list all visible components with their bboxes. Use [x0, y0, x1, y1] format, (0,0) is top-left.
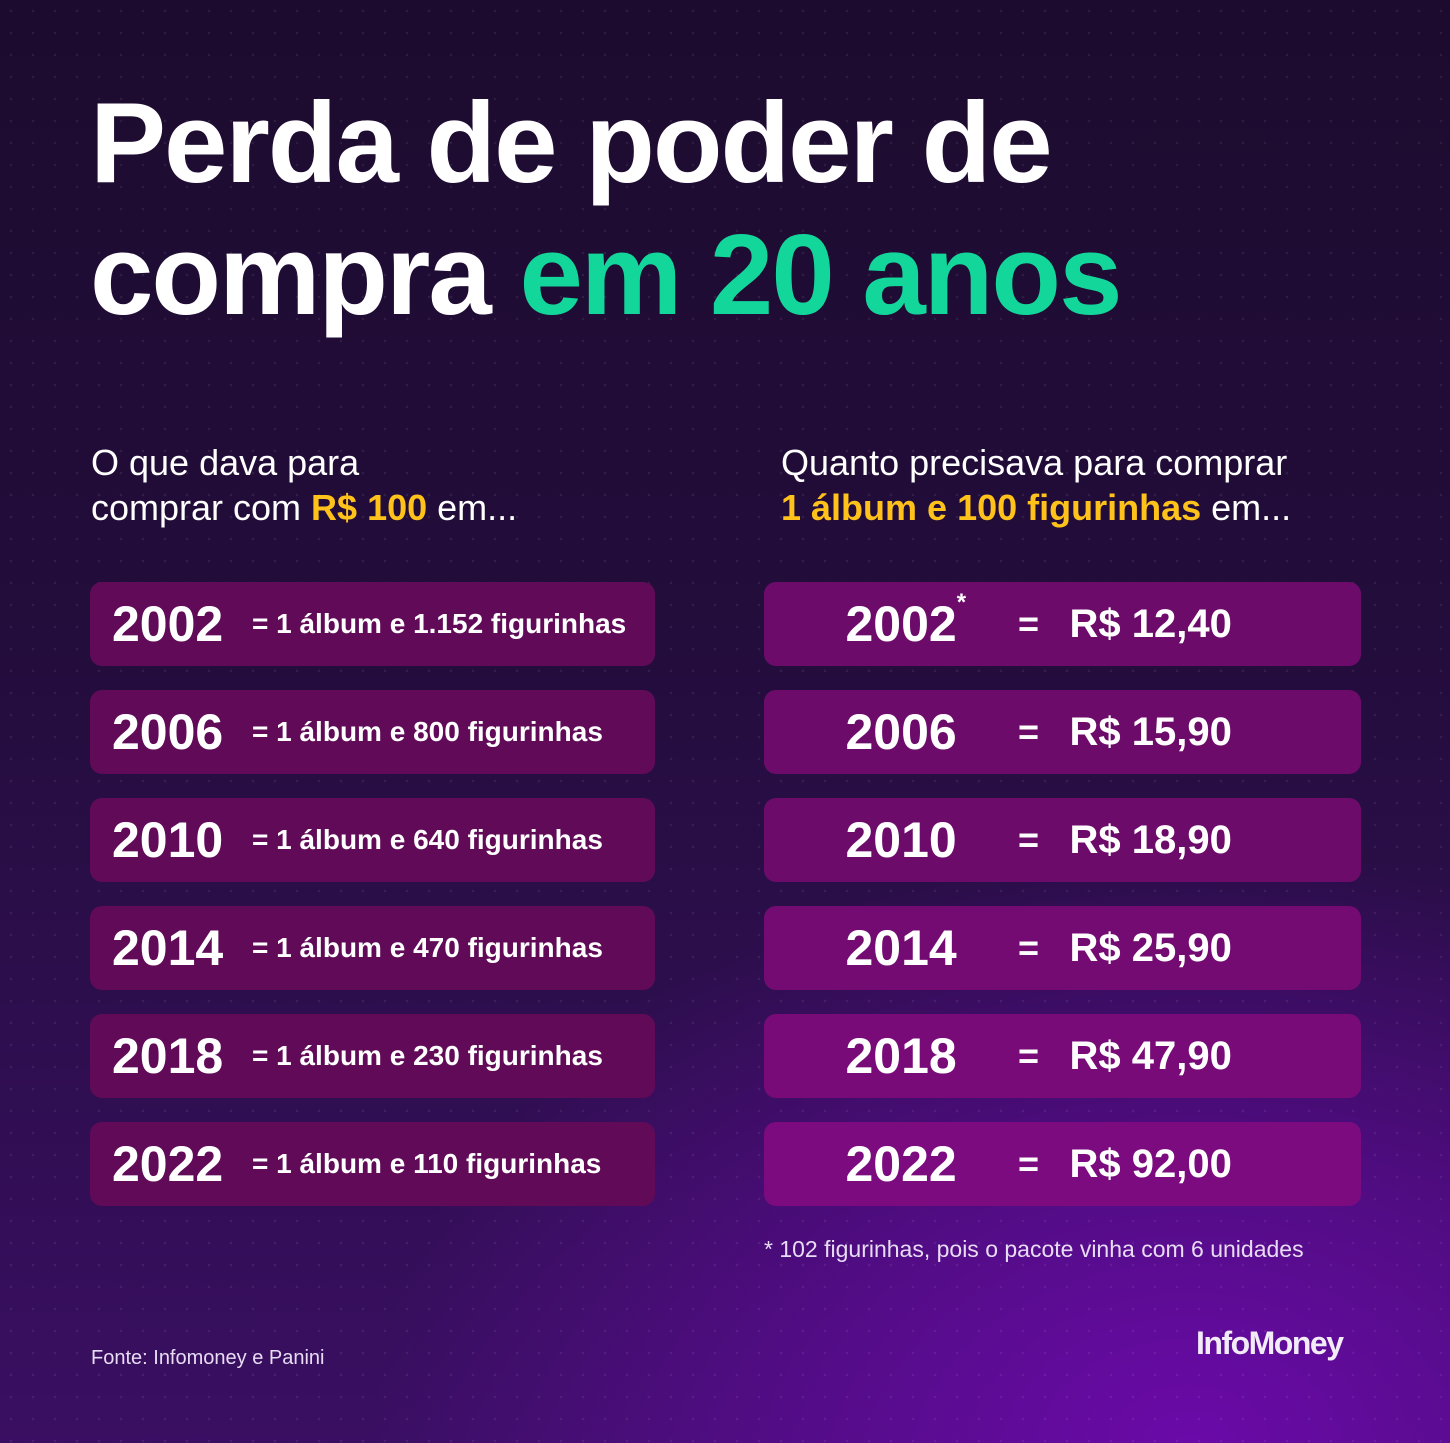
left-row-text: = 1 álbum e 470 figurinhas: [252, 932, 603, 963]
left-row-text: = 1 álbum e 640 figurinhas: [252, 824, 603, 855]
left-row-year: 2022: [112, 1136, 224, 1192]
left-row-year: 2006: [112, 704, 224, 760]
right-row-year-wrap: 2022: [846, 1135, 996, 1193]
right-row-year-wrap: 2014: [846, 919, 996, 977]
infomoney-logo: InfoMoney: [1196, 1325, 1344, 1361]
right-column-heading: Quanto precisava para comprar 1 álbum e …: [781, 440, 1401, 530]
footnote: * 102 figurinhas, pois o pacote vinha co…: [764, 1236, 1304, 1262]
equals-sign: =: [1017, 603, 1040, 644]
left-row-2010: 2010 = 1 álbum e 640 figurinhas: [90, 798, 655, 882]
right-row-year-wrap: 2006: [846, 703, 996, 761]
left-row-2022: 2022 = 1 álbum e 110 figurinhas: [90, 1122, 655, 1206]
title-accent: em 20 anos: [519, 212, 1122, 339]
right-row-year-wrap: 2010: [846, 811, 996, 869]
right-row-2022: 2022 = R$ 92,00: [764, 1122, 1361, 1206]
right-heading-suffix: em...: [1201, 487, 1292, 528]
left-heading-suffix: em...: [427, 487, 518, 528]
right-row-2014: 2014 = R$ 25,90: [764, 906, 1361, 990]
left-row-text: = 1 álbum e 230 figurinhas: [252, 1040, 603, 1071]
footnote-marker: *: [956, 589, 967, 616]
right-row-price: R$ 47,90: [1069, 1033, 1232, 1078]
right-row-2002: 2002 * = R$ 12,40: [764, 582, 1361, 666]
right-row-year: 2010: [845, 812, 957, 868]
right-row-2018: 2018 = R$ 47,90: [764, 1014, 1361, 1098]
right-row-2010: 2010 = R$ 18,90: [764, 798, 1361, 882]
left-row-2014: 2014 = 1 álbum e 470 figurinhas: [90, 906, 655, 990]
title-line-1: Perda de poder de: [90, 80, 1053, 207]
left-row-text: = 1 álbum e 800 figurinhas: [252, 716, 603, 747]
left-row-2002: 2002 = 1 álbum e 1.152 figurinhas: [90, 582, 655, 666]
left-heading-highlight: R$ 100: [311, 487, 428, 528]
left-column-heading: O que dava para comprar com R$ 100 em...: [91, 440, 691, 530]
left-row-year: 2018: [112, 1028, 224, 1084]
equals-sign: =: [1017, 819, 1040, 860]
left-row-year: 2010: [112, 812, 224, 868]
right-heading-line-1: Quanto precisava para comprar: [781, 442, 1288, 483]
equals-sign: =: [1017, 1143, 1040, 1184]
equals-sign: =: [1017, 927, 1040, 968]
right-row-year: 2022: [845, 1136, 957, 1192]
right-row-price: R$ 12,40: [1069, 601, 1232, 646]
right-row-price: R$ 92,00: [1069, 1141, 1232, 1186]
left-heading-line-1: O que dava para: [91, 442, 360, 483]
right-rows-list: 2002 * = R$ 12,40 2006 = R$ 15,90 2010 = …: [764, 582, 1361, 1230]
right-row-year: 2018: [845, 1028, 957, 1084]
right-row-year: 2014: [845, 920, 957, 976]
right-row-year-wrap: 2018: [846, 1027, 996, 1085]
left-heading-line-2: comprar com: [91, 487, 312, 528]
right-row-year: 2006: [845, 704, 957, 760]
right-row-year-wrap: 2002 *: [845, 589, 996, 653]
equals-sign: =: [1017, 1035, 1040, 1076]
left-row-text: = 1 álbum e 110 figurinhas: [252, 1148, 602, 1179]
left-row-2006: 2006 = 1 álbum e 800 figurinhas: [90, 690, 655, 774]
page-title: Perda de poder de compra em 20 anos: [90, 78, 1290, 342]
title-line-2-prefix: compra: [90, 212, 520, 339]
right-row-price: R$ 25,90: [1069, 925, 1232, 970]
right-heading-highlight: 1 álbum e 100 figurinhas: [781, 487, 1202, 528]
right-row-2006: 2006 = R$ 15,90: [764, 690, 1361, 774]
left-row-year: 2002: [112, 596, 224, 652]
left-row-year: 2014: [112, 920, 224, 976]
source-credit: Fonte: Infomoney e Panini: [91, 1347, 325, 1369]
right-row-price: R$ 18,90: [1069, 817, 1232, 862]
right-row-price: R$ 15,90: [1069, 709, 1232, 754]
equals-sign: =: [1017, 711, 1040, 752]
right-row-year: 2002: [845, 596, 957, 652]
left-row-2018: 2018 = 1 álbum e 230 figurinhas: [90, 1014, 655, 1098]
left-row-text: = 1 álbum e 1.152 figurinhas: [252, 608, 627, 639]
left-rows-list: 2002 = 1 álbum e 1.152 figurinhas 2006 =…: [90, 582, 655, 1230]
